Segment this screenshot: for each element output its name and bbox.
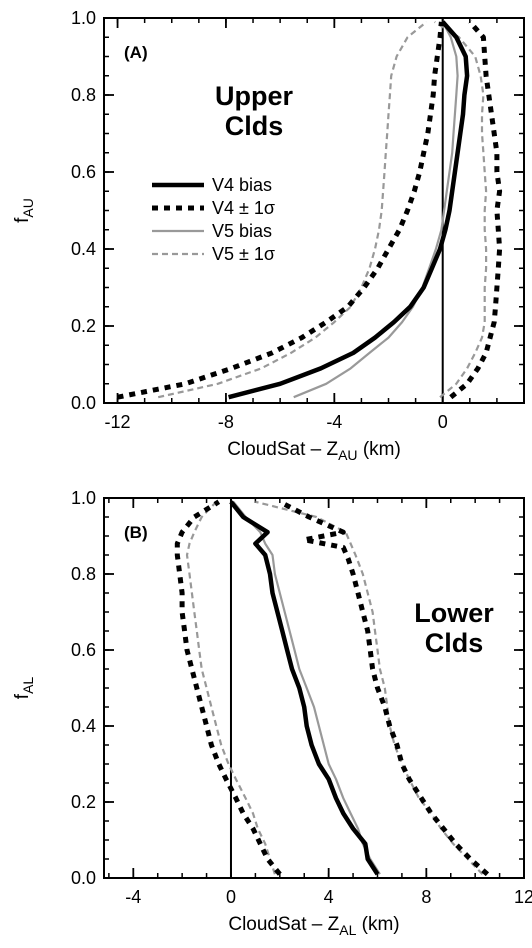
- series-group: [174, 499, 490, 877]
- y-tick-label: 0.6: [71, 640, 96, 660]
- series-line-v5-1: [157, 21, 428, 399]
- x-axis-title: CloudSat – ZAL (km): [228, 914, 399, 938]
- x-tick-label: -12: [105, 412, 131, 432]
- y-tick-label: 1.0: [71, 8, 96, 28]
- x-axis-title-unit: (km): [358, 439, 401, 460]
- x-axis-title-unit: (km): [356, 914, 399, 935]
- y-axis-title: fAL: [12, 677, 36, 700]
- y-axis-title-main: f: [12, 693, 33, 699]
- y-tick-label: 0.4: [71, 716, 96, 736]
- x-tick-label: 4: [324, 887, 334, 907]
- series-line-v5-1: [255, 500, 484, 875]
- y-tick-label: 0.2: [71, 316, 96, 336]
- y-tick-label: 0.0: [71, 393, 96, 413]
- series-line-v4-bias: [229, 500, 380, 876]
- series-line-v4-1: [278, 499, 490, 877]
- region-label-line: Clds: [225, 111, 284, 141]
- series-line-v4-1: [117, 21, 444, 400]
- y-tick-label: 0.8: [71, 85, 96, 105]
- y-tick-label: 0.6: [71, 162, 96, 182]
- y-axis-title-main: f: [12, 217, 33, 223]
- x-tick-label: -4: [326, 412, 342, 432]
- x-axis-title-main: CloudSat – Z: [228, 914, 339, 935]
- series-line-v5-1: [434, 20, 488, 399]
- plot-frame: [103, 497, 525, 879]
- x-tick-label: 0: [226, 887, 236, 907]
- series-line-v5-bias: [232, 501, 381, 875]
- series-line-v4-1: [174, 499, 282, 876]
- x-tick-label: 12: [514, 887, 532, 907]
- series-line-v4-1: [449, 20, 503, 400]
- y-tick-label: 1.0: [71, 488, 96, 508]
- legend-label: V5 ± 1σ: [212, 244, 275, 264]
- series-line-v5-bias: [293, 21, 459, 399]
- plot-frame: [103, 17, 525, 404]
- x-axis-title: CloudSat – ZAU (km): [227, 439, 401, 463]
- x-tick-label: -4: [125, 887, 141, 907]
- series-line-v4-bias: [228, 20, 470, 400]
- series-group: [117, 20, 503, 400]
- y-tick-label: 0.2: [71, 792, 96, 812]
- y-tick-label: 0.4: [71, 239, 96, 259]
- x-axis-title-sub: AU: [338, 447, 357, 463]
- legend-label: V4 ± 1σ: [212, 198, 275, 218]
- region-label-line: Lower: [414, 598, 494, 628]
- y-tick-label: 0.8: [71, 564, 96, 584]
- x-tick-label: 0: [438, 412, 448, 432]
- region-label-line: Upper: [215, 81, 294, 111]
- y-axis-title-sub: AU: [20, 198, 36, 217]
- x-axis-title-sub: AL: [339, 922, 356, 938]
- y-tick-label: 0.0: [71, 868, 96, 888]
- region-label-line: Clds: [425, 628, 484, 658]
- x-tick-label: -8: [218, 412, 234, 432]
- y-axis-title-sub: AL: [20, 677, 36, 694]
- panel-label: (A): [124, 43, 148, 62]
- y-axis-title: fAU: [12, 198, 36, 223]
- x-tick-label: 8: [421, 887, 431, 907]
- legend-label: V5 bias: [212, 221, 272, 241]
- x-axis-title-main: CloudSat – Z: [227, 439, 338, 460]
- legend: V4 bias V4 ± 1σ V5 bias V5 ± 1σ: [152, 175, 275, 264]
- panel-label: (B): [124, 523, 148, 542]
- legend-label: V4 bias: [212, 175, 272, 195]
